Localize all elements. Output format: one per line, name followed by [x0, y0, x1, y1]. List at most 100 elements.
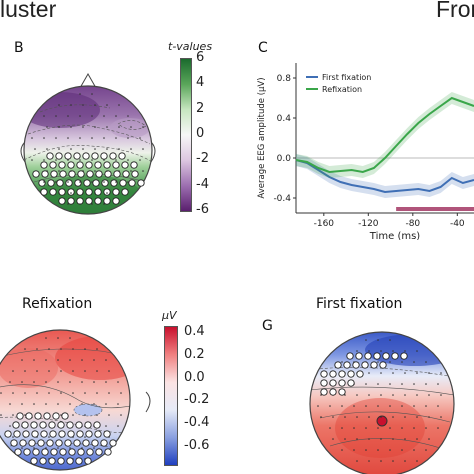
colorbar-tick-label: -4 [196, 176, 209, 192]
panel-refixation-colorbar [164, 326, 178, 466]
sensor-dot [31, 137, 33, 139]
electrode-marker [82, 152, 90, 160]
sensor-dot [81, 359, 83, 361]
sensor-dot [127, 181, 129, 183]
electrode-marker [361, 361, 369, 369]
x-tick-label: -80 [405, 219, 420, 229]
sensor-dot [43, 115, 45, 117]
sensor-dot [356, 350, 358, 352]
sensor-dot [55, 159, 57, 161]
sensor-dot [103, 137, 105, 139]
sensor-dot [58, 126, 60, 128]
sensor-dot [45, 403, 47, 405]
electrode-marker [39, 457, 47, 465]
sensor-dot [392, 350, 394, 352]
sensor-dot [368, 438, 370, 440]
sensor-dot [341, 361, 343, 363]
electrode-marker [112, 188, 120, 196]
sensor-dot [389, 427, 391, 429]
electrode-marker [121, 188, 129, 196]
electrode-marker [128, 179, 136, 187]
sensor-dot [12, 436, 14, 438]
sensor-dot [413, 383, 415, 385]
sensor-dot [413, 427, 415, 429]
electrode-marker [30, 421, 38, 429]
electrode-marker [329, 379, 337, 387]
sensor-dot [413, 361, 415, 363]
sensor-dot [368, 394, 370, 396]
electrode-marker [77, 448, 85, 456]
electrode-marker [38, 179, 46, 187]
sensor-dot [404, 350, 406, 352]
sensor-dot [437, 427, 439, 429]
electrode-marker [356, 370, 364, 378]
electrode-marker [85, 188, 93, 196]
electrode-marker [320, 388, 328, 396]
sensor-dot [377, 449, 379, 451]
electrode-marker [355, 352, 363, 360]
electrode-marker [95, 170, 103, 178]
confidence-band-1 [296, 92, 474, 178]
electrode-marker [30, 457, 38, 465]
sensor-dot [96, 370, 98, 372]
electrode-marker [103, 197, 111, 205]
sensor-dot [94, 192, 96, 194]
electrode-marker [122, 170, 130, 178]
electrode-marker [68, 170, 76, 178]
electrode-marker [55, 152, 63, 160]
sensor-dot [45, 337, 47, 339]
colorbar-tick-label: 0 [196, 126, 205, 141]
sensor-dot [401, 405, 403, 407]
sensor-dot [21, 403, 23, 405]
sensor-dot [46, 170, 48, 172]
electrode-marker [103, 430, 111, 438]
sensor-dot [70, 192, 72, 194]
electrode-marker [75, 457, 83, 465]
sensor-dot [48, 348, 50, 350]
sensor-dot [105, 381, 107, 383]
electrode-marker [28, 439, 36, 447]
sensor-dot [9, 381, 11, 383]
electrode-marker [40, 430, 48, 438]
sensor-dot [413, 405, 415, 407]
sensor-dot [401, 449, 403, 451]
sensor-dot [142, 170, 144, 172]
sensor-dot [428, 394, 430, 396]
electrode-marker [86, 448, 94, 456]
sensor-dot [48, 392, 50, 394]
electrode-marker [94, 430, 102, 438]
electrode-marker [67, 197, 75, 205]
electrode-marker [131, 170, 139, 178]
electrode-marker [76, 188, 84, 196]
electrode-marker [334, 361, 342, 369]
panel-c-ylabel: Average EEG amplitude (μV) [257, 77, 267, 198]
sensor-dot [57, 337, 59, 339]
electrode-marker [66, 421, 74, 429]
sensor-dot [139, 137, 141, 139]
sensor-dot [58, 170, 60, 172]
electrode-marker [12, 421, 20, 429]
sensor-dot [24, 348, 26, 350]
electrode-marker [109, 152, 117, 160]
sensor-dot [401, 361, 403, 363]
sensor-dot [380, 372, 382, 374]
y-tick-label: 0.0 [277, 154, 292, 164]
sensor-dot [36, 392, 38, 394]
electrode-marker [86, 170, 94, 178]
sensor-dot [377, 361, 379, 363]
sensor-dot [31, 159, 33, 161]
electrode-marker [4, 430, 12, 438]
sensor-dot [365, 449, 367, 451]
legend-label: First fixation [322, 73, 371, 82]
sensor-dot [127, 115, 129, 117]
sensor-dot [69, 403, 71, 405]
sensor-dot [70, 126, 72, 128]
electrode-marker [37, 439, 45, 447]
sensor-dot [341, 405, 343, 407]
sensor-dot [12, 392, 14, 394]
sensor-dot [91, 137, 93, 139]
sensor-dot [84, 392, 86, 394]
sensor-dot [12, 414, 14, 416]
sensor-dot [96, 348, 98, 350]
sensor-dot [404, 394, 406, 396]
